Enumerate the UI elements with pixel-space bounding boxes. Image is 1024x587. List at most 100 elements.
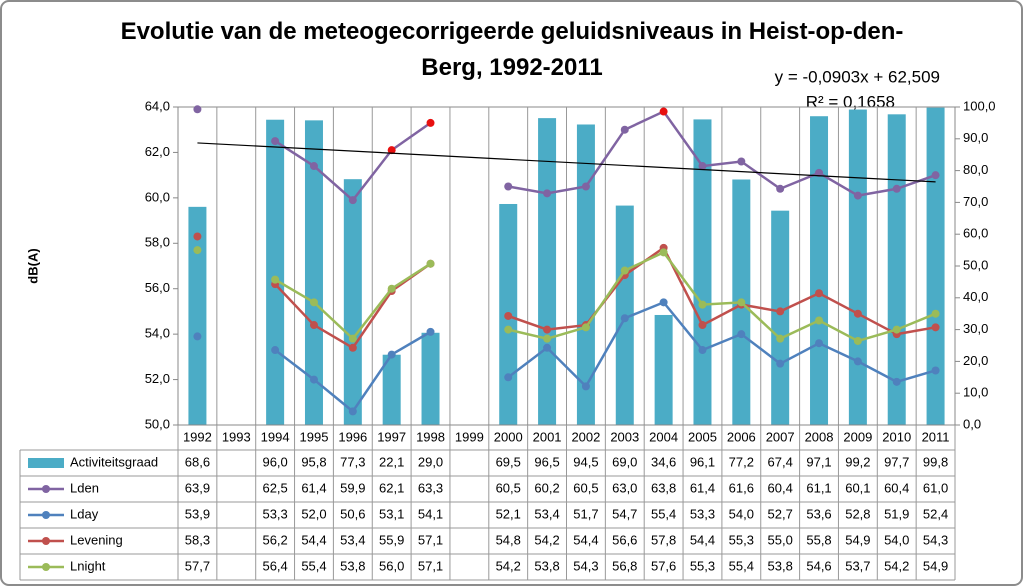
trend-equation: y = -0,0903x + 62,509: [775, 67, 940, 86]
y-tick-label: 64,0: [145, 98, 170, 113]
table-value: 60,4: [768, 480, 793, 495]
table-value: 54,2: [496, 558, 521, 573]
line-marker: [348, 407, 357, 416]
x-tick-label: 2001: [533, 429, 562, 444]
y2-tick-label: 20,0: [963, 353, 988, 368]
table-value: 52,8: [845, 506, 870, 521]
legend-key: [42, 485, 50, 493]
table-value: 57,1: [418, 558, 443, 573]
line-marker: [193, 232, 202, 241]
legend-label: Lday: [70, 506, 99, 521]
line-marker: [698, 162, 707, 171]
line-marker: [504, 311, 513, 320]
bar: [887, 114, 906, 426]
table-value: 53,3: [262, 506, 287, 521]
table-value: 69,5: [496, 454, 521, 469]
line-marker: [620, 125, 629, 134]
line-marker: [776, 307, 785, 316]
line-marker: [426, 259, 435, 268]
x-tick-label: 1996: [338, 429, 367, 444]
line-marker: [931, 323, 940, 332]
table-value: 54,2: [534, 532, 559, 547]
x-tick-label: 2010: [882, 429, 911, 444]
y2-tick-label: 0,0: [963, 416, 981, 431]
y2-tick-label: 100,0: [963, 98, 996, 113]
line-marker: [309, 298, 318, 307]
table-value: 59,9: [340, 480, 365, 495]
line-marker: [426, 327, 435, 336]
table-value: 54,2: [884, 558, 909, 573]
line-marker: [387, 350, 396, 359]
table-value: 67,4: [768, 454, 793, 469]
table-value: 97,1: [806, 454, 831, 469]
table-value: 63,3: [418, 480, 443, 495]
x-tick-label: 1995: [300, 429, 329, 444]
table-value: 53,3: [690, 506, 715, 521]
table-value: 54,1: [418, 506, 443, 521]
table-value: 57,6: [651, 558, 676, 573]
y2-tick-label: 70,0: [963, 194, 988, 209]
y-tick-label: 60,0: [145, 189, 170, 204]
line-marker: [348, 334, 357, 343]
line-marker: [348, 196, 357, 205]
line-marker: [698, 300, 707, 309]
table-value: 54,4: [573, 532, 598, 547]
table-value: 57,7: [185, 558, 210, 573]
x-tick-label: 2009: [843, 429, 872, 444]
table-value: 63,8: [651, 480, 676, 495]
line-marker: [853, 357, 862, 366]
table-value: 54,9: [845, 532, 870, 547]
table-value: 94,5: [573, 454, 598, 469]
table-value: 22,1: [379, 454, 404, 469]
y-tick-label: 52,0: [145, 371, 170, 386]
table-value: 96,5: [534, 454, 559, 469]
table-value: 63,0: [612, 480, 637, 495]
y2-tick-label: 30,0: [963, 321, 988, 336]
legend-label: Levening: [70, 532, 123, 547]
table-value: 77,3: [340, 454, 365, 469]
line-marker: [776, 359, 785, 368]
table-value: 60,4: [884, 480, 909, 495]
y-tick-label: 62,0: [145, 144, 170, 159]
line-marker: [543, 343, 552, 352]
table-value: 54,9: [923, 558, 948, 573]
table-value: 54,0: [729, 506, 754, 521]
table-value: 54,3: [573, 558, 598, 573]
line-marker: [271, 275, 280, 284]
bar: [771, 210, 790, 425]
legend-key: [42, 537, 50, 545]
y2-tick-label: 50,0: [963, 257, 988, 272]
x-tick-label: 1998: [416, 429, 445, 444]
line-marker: [815, 168, 824, 177]
table-value: 69,0: [612, 454, 637, 469]
table-value: 54,8: [496, 532, 521, 547]
line-marker: [387, 284, 396, 293]
y2-tick-label: 80,0: [963, 162, 988, 177]
x-tick-label: 2000: [494, 429, 523, 444]
bar: [810, 116, 829, 426]
table-value: 54,7: [612, 506, 637, 521]
table-value: 55,3: [690, 558, 715, 573]
x-tick-label: 2008: [805, 429, 834, 444]
line-marker: [737, 330, 746, 339]
line-marker: [931, 171, 940, 180]
table-value: 61,0: [923, 480, 948, 495]
line-marker: [504, 182, 513, 191]
x-tick-label: 2005: [688, 429, 717, 444]
legend-key: [42, 563, 50, 571]
table-value: 56,4: [262, 558, 287, 573]
x-tick-label: 2002: [571, 429, 600, 444]
table-value: 53,8: [534, 558, 559, 573]
legend-key: [42, 511, 50, 519]
y-tick-label: 50,0: [145, 416, 170, 431]
bar: [421, 332, 440, 425]
table-value: 55,8: [806, 532, 831, 547]
x-tick-label: 1999: [455, 429, 484, 444]
line-marker: [698, 346, 707, 355]
line-marker: [892, 325, 901, 334]
line-marker: [543, 334, 552, 343]
table-value: 53,8: [768, 558, 793, 573]
line-marker: [543, 325, 552, 334]
table-value: 52,0: [301, 506, 326, 521]
